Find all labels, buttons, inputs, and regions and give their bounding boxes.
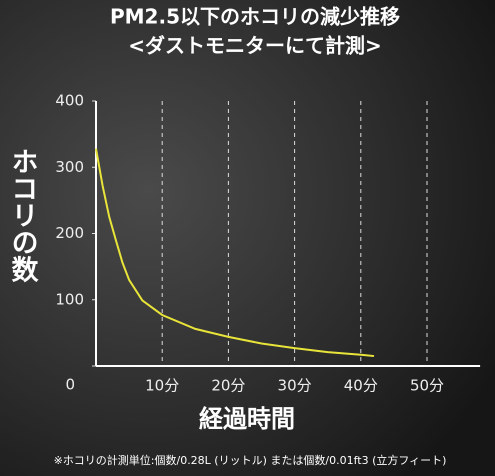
- footnote: ※ホコリの計測単位:個数/0.28L (リットル) または個数/0.01ft3 …: [54, 453, 447, 467]
- x-tick-label: 20分: [211, 377, 245, 395]
- x-tick-label: 40分: [344, 377, 378, 395]
- x-tick-label: 10分: [145, 377, 179, 395]
- y-tick-label: 400: [55, 92, 84, 110]
- chart-subtitle: <ダストモニターにて計測>: [128, 34, 382, 58]
- x-tick-label: 30分: [278, 377, 312, 395]
- x-axis-label: 経過時間: [199, 405, 295, 433]
- y-tick-label: 0: [65, 376, 75, 394]
- y-tick-label: 100: [55, 290, 84, 308]
- chart-title: PM2.5以下のホコリの減少推移: [110, 5, 400, 29]
- y-tick-label: 300: [55, 158, 84, 176]
- x-tick-label: 50分: [410, 377, 444, 395]
- y-axis-label: ホコリの数: [7, 148, 39, 284]
- y-tick-label: 200: [55, 224, 84, 242]
- data-line: [95, 148, 375, 358]
